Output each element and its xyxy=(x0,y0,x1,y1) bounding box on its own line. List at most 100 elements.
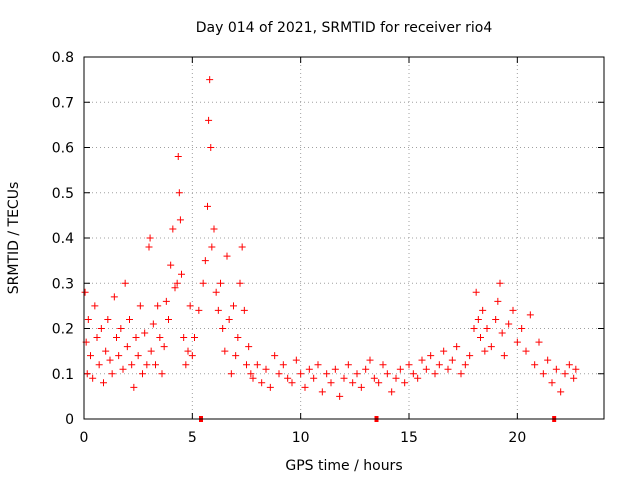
y-axis-label: SRMTID / TECUs xyxy=(6,182,22,295)
data-point xyxy=(182,361,190,369)
data-point xyxy=(108,370,116,378)
data-point xyxy=(565,361,573,369)
data-point xyxy=(340,374,348,382)
data-point xyxy=(518,325,526,332)
data-point xyxy=(119,365,127,373)
data-point xyxy=(139,370,146,378)
data-point xyxy=(210,225,218,233)
data-point xyxy=(240,306,248,314)
data-point xyxy=(84,315,92,323)
data-point xyxy=(505,320,513,328)
x-tick-label: 0 xyxy=(80,430,89,446)
data-point xyxy=(288,379,296,387)
data-point xyxy=(461,361,469,369)
data-point xyxy=(156,334,164,342)
x-axis-label: GPS time / hours xyxy=(285,458,402,474)
grid xyxy=(84,57,604,419)
data-point xyxy=(509,306,517,314)
data-point xyxy=(188,352,196,360)
data-point xyxy=(526,311,534,319)
data-point xyxy=(171,284,179,292)
data-point xyxy=(186,302,194,310)
data-point xyxy=(301,383,309,391)
data-point xyxy=(362,365,370,373)
y-tick-label: 0.7 xyxy=(52,95,74,111)
data-point xyxy=(500,352,508,360)
data-point xyxy=(262,365,270,373)
data-point xyxy=(572,365,580,373)
data-point xyxy=(130,383,138,391)
y-tick-label: 0 xyxy=(65,412,74,428)
data-point xyxy=(370,374,378,382)
data-point xyxy=(184,347,192,355)
data-point xyxy=(91,302,99,310)
data-point xyxy=(232,352,240,360)
data-point xyxy=(167,261,175,269)
data-point xyxy=(357,383,365,391)
data-point xyxy=(145,243,153,251)
data-point xyxy=(570,374,578,382)
data-point xyxy=(93,334,101,342)
data-point xyxy=(422,365,430,373)
y-tick-label: 0.8 xyxy=(52,50,74,66)
data-point xyxy=(100,379,107,387)
data-point xyxy=(401,379,409,387)
data-point xyxy=(81,288,89,296)
data-point xyxy=(392,374,400,382)
data-point xyxy=(238,243,246,251)
y-tick-labels: 0 0.1 0.2 0.3 0.4 0.5 0.6 0.7 0.8 xyxy=(52,50,74,428)
data-point xyxy=(474,315,482,323)
data-point xyxy=(147,347,155,355)
data-point xyxy=(154,302,162,310)
data-point xyxy=(366,356,374,364)
data-point xyxy=(217,279,224,287)
data-point xyxy=(427,352,435,360)
data-point xyxy=(548,379,556,387)
data-point xyxy=(128,361,136,369)
data-point xyxy=(481,347,489,355)
data-point xyxy=(331,365,339,373)
data-point xyxy=(234,334,242,342)
data-point xyxy=(561,370,569,378)
data-point xyxy=(539,370,547,378)
data-point xyxy=(444,365,452,373)
y-tick-label: 0.2 xyxy=(52,322,74,338)
data-points xyxy=(81,76,580,400)
data-point xyxy=(132,334,140,342)
y-tick-label: 0.4 xyxy=(52,231,74,247)
data-point xyxy=(141,329,149,337)
data-point xyxy=(314,361,322,369)
data-point xyxy=(409,370,417,378)
data-point xyxy=(110,293,118,301)
data-point xyxy=(453,343,461,351)
x-tick-label: 10 xyxy=(292,430,310,446)
y-tick-label: 0.3 xyxy=(52,276,74,292)
data-point xyxy=(353,370,361,378)
data-point xyxy=(470,325,478,332)
data-point xyxy=(327,379,335,387)
data-point xyxy=(204,202,211,210)
data-point xyxy=(199,279,207,287)
data-point xyxy=(205,116,213,124)
data-point xyxy=(219,325,227,332)
data-point xyxy=(494,297,502,305)
y-tick-label: 0.5 xyxy=(52,186,74,202)
x-tick-label: 5 xyxy=(188,430,197,446)
data-point xyxy=(513,338,521,346)
data-point xyxy=(245,343,253,351)
data-point xyxy=(297,370,305,378)
data-point xyxy=(344,361,352,369)
data-point xyxy=(522,347,530,355)
data-point xyxy=(160,343,168,351)
data-point xyxy=(552,365,560,373)
data-point xyxy=(212,288,220,296)
data-point xyxy=(531,361,539,369)
data-point xyxy=(95,361,103,369)
data-point xyxy=(310,374,318,382)
data-point xyxy=(113,334,120,342)
data-point xyxy=(104,315,112,323)
data-point xyxy=(305,365,313,373)
data-point xyxy=(126,315,133,323)
data-point xyxy=(431,370,439,378)
